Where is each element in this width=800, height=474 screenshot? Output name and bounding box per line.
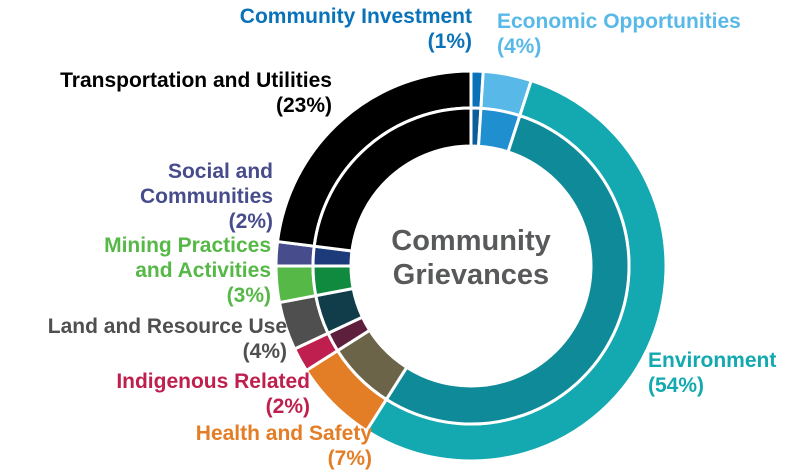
center-title-line: Community <box>391 225 551 257</box>
label-percent: (3%) <box>227 284 271 307</box>
label-text: Health and Safety <box>196 422 373 445</box>
label-text: Transportation and Utilities <box>60 69 332 92</box>
label-economic-opportunities: Economic Opportunities (4%) <box>497 10 741 58</box>
label-text: Indigenous Related <box>116 370 310 393</box>
label-percent: (2%) <box>229 210 273 233</box>
label-text: Economic Opportunities <box>497 10 741 33</box>
label-text: and Activities <box>135 259 271 282</box>
label-environment: Environment (54%) <box>648 349 776 397</box>
label-text: Community Investment <box>240 5 472 28</box>
label-mining-practices-and-activities: Mining Practices and Activities (3%) <box>104 234 271 307</box>
label-community-investment: Community Investment (1%) <box>240 5 472 53</box>
label-text: Land and Resource Use <box>48 315 287 338</box>
slice-inner-environment <box>384 113 631 426</box>
center-title: Community Grievances <box>391 225 551 291</box>
label-percent: (4%) <box>243 340 287 363</box>
label-percent: (7%) <box>328 447 372 470</box>
label-percent: (2%) <box>266 395 310 418</box>
label-land-and-resource-use: Land and Resource Use (4%) <box>48 315 287 363</box>
label-health-and-safety: Health and Safety (7%) <box>196 422 373 470</box>
label-indigenous-related: Indigenous Related (2%) <box>116 370 310 418</box>
slice-health-and-safety <box>304 328 409 433</box>
label-text: Communities <box>140 185 273 208</box>
label-percent: (23%) <box>276 94 332 117</box>
label-percent: (1%) <box>428 30 472 53</box>
slice-inner-transportation-and-utilities <box>312 106 473 253</box>
slice-outer-mining-practices-and-activities <box>274 264 318 305</box>
center-title-line: Grievances <box>393 259 549 291</box>
label-text: Social and <box>168 160 273 183</box>
label-social-and-communities: Social and Communities (2%) <box>140 160 273 233</box>
label-text: Mining Practices <box>104 234 271 257</box>
label-percent: (4%) <box>497 35 541 58</box>
slice-transportation-and-utilities <box>275 69 473 253</box>
label-text: Environment <box>648 349 776 372</box>
label-percent: (54%) <box>648 374 704 397</box>
label-transportation-and-utilities: Transportation and Utilities (23%) <box>60 69 332 117</box>
slice-mining-practices-and-activities <box>274 264 355 305</box>
slice-environment <box>364 78 668 463</box>
